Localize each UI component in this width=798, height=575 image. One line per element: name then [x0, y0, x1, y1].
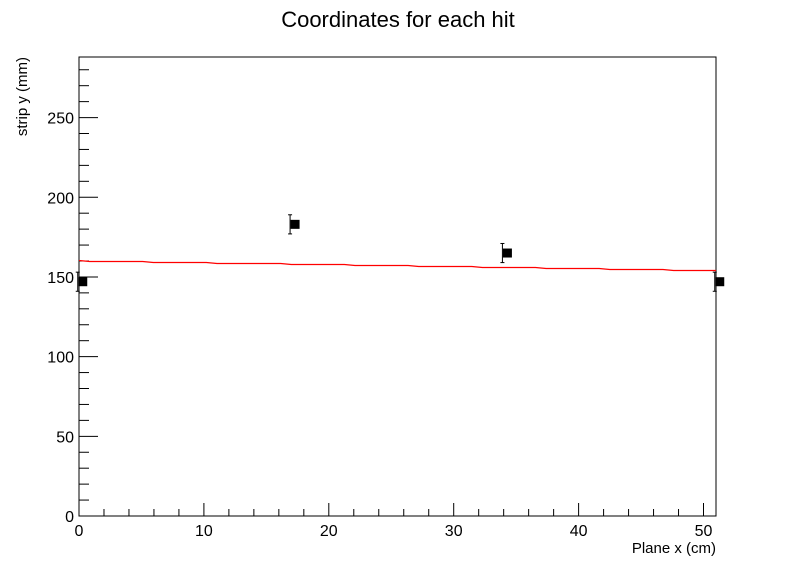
x-tick-label: 10 [195, 523, 213, 540]
x-tick-label: 50 [695, 523, 713, 540]
chart-title: Coordinates for each hit [281, 7, 515, 32]
data-point [712, 271, 725, 292]
point-marker [290, 219, 300, 229]
x-tick-label: 40 [570, 523, 588, 540]
fit-line [78, 259, 716, 272]
data-point [500, 242, 512, 264]
y-tick-label: 50 [56, 429, 74, 446]
x-axis: 0 10 20 30 40 50 [75, 503, 713, 540]
point-marker [715, 277, 725, 287]
y-tick-label: 250 [47, 111, 74, 128]
fit-layer [78, 259, 716, 272]
y-axis: 0 50 100 150 200 250 [47, 69, 98, 526]
x-tick-label: 0 [75, 523, 84, 540]
y-tick-label: 100 [47, 350, 74, 367]
points-layer [75, 214, 725, 292]
x-tick-label: 20 [320, 523, 338, 540]
data-point [75, 271, 88, 292]
point-marker [502, 248, 512, 258]
plot-frame [78, 56, 717, 517]
x-axis-title: Plane x (cm) [632, 540, 716, 557]
data-point [288, 214, 300, 235]
point-marker [78, 277, 88, 287]
x-tick-label: 30 [445, 523, 463, 540]
y-tick-label: 0 [65, 509, 74, 526]
y-tick-label: 200 [47, 190, 74, 207]
y-tick-label: 150 [47, 270, 74, 287]
y-axis-title: strip y (mm) [14, 57, 31, 136]
